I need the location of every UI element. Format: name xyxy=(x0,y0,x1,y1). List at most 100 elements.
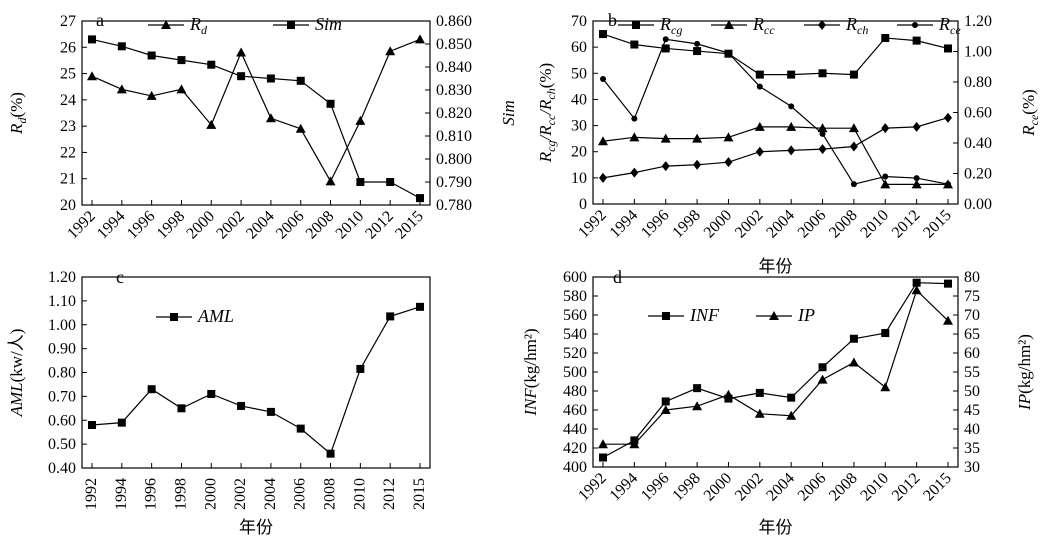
data-point xyxy=(849,141,858,152)
plot-frame xyxy=(592,276,959,468)
legend-label: AML xyxy=(197,306,234,326)
plot-frame xyxy=(592,20,959,205)
data-point xyxy=(207,389,216,398)
y-tick-label: 1.20 xyxy=(48,269,76,286)
data-point xyxy=(661,397,670,406)
x-tick-label: 1994 xyxy=(113,478,130,510)
data-point xyxy=(787,393,796,402)
y-tick-label: 0.60 xyxy=(48,412,76,429)
data-point xyxy=(756,83,763,90)
x-axis-label: 年份 xyxy=(759,257,793,276)
data-point xyxy=(87,71,97,81)
y2-axis-label-unit: (kg/hm²) xyxy=(1015,334,1034,394)
data-point xyxy=(325,176,336,186)
y2-axis-label-sub: ce xyxy=(1027,114,1041,125)
data-point xyxy=(598,136,608,146)
y-axis-label-unit: (%) xyxy=(7,92,26,117)
legend-marker xyxy=(769,311,779,320)
panel-letter: b xyxy=(608,10,617,30)
data-point xyxy=(600,75,606,82)
x-tick-label: 2012 xyxy=(362,208,397,243)
y-tick-label: 0.80 xyxy=(48,365,76,382)
y2-tick-label: 0.40 xyxy=(964,135,992,152)
data-point xyxy=(147,385,156,394)
chart-panel-c: 0.40 0.50 0.60 0.70 0.80 0.90 1.00 1.10 1.20 1992… xyxy=(7,267,431,537)
legend-label: INF xyxy=(689,305,720,325)
x-tick-label: 1998 xyxy=(172,478,189,510)
data-point xyxy=(880,382,891,392)
legend-name: R xyxy=(938,14,950,34)
data-point xyxy=(787,145,796,156)
y-tick-label: 25 xyxy=(60,66,76,83)
x-tick-label: 2008 xyxy=(826,207,861,242)
data-point xyxy=(295,123,306,133)
data-point xyxy=(296,76,305,85)
x-tick-label: 2000 xyxy=(183,208,218,243)
y-tick-label: 600 xyxy=(563,269,587,286)
data-point xyxy=(850,181,857,188)
data-point xyxy=(356,178,365,186)
legend-sub: cc xyxy=(764,23,775,37)
x-tick-label: 2015 xyxy=(392,208,427,243)
data-point xyxy=(598,439,608,449)
chart-panel-b: 0 10 20 30 40 50 60 70 0.00 0.20 0.40 0.60 0.80 1.00 1… xyxy=(536,10,1041,276)
y-axis-label-sub: d xyxy=(15,117,29,124)
data-point xyxy=(787,70,796,79)
y-tick-label: 21 xyxy=(60,171,76,188)
legend-marker xyxy=(912,22,918,28)
data-point xyxy=(818,363,827,372)
panel-letter: a xyxy=(96,10,104,30)
legend-entry: Rcg xyxy=(618,14,682,37)
y-tick-label: 1.00 xyxy=(48,317,76,334)
data-point xyxy=(724,157,733,168)
data-point xyxy=(693,384,702,393)
series-line xyxy=(602,126,948,185)
data-point xyxy=(296,424,305,433)
data-point xyxy=(693,47,702,56)
y-tick-label: 30 xyxy=(571,118,587,135)
x-tick-label: 2004 xyxy=(243,208,278,243)
y-tick-label: 400 xyxy=(563,459,587,476)
data-point xyxy=(88,35,96,44)
data-point xyxy=(880,179,891,189)
data-point xyxy=(177,56,186,65)
y2-tick-label: 30 xyxy=(964,459,980,476)
x-tick-label: 2015 xyxy=(920,470,955,505)
data-point xyxy=(819,130,826,137)
data-point xyxy=(416,194,424,203)
legend-name: R xyxy=(845,14,857,34)
x-tick-label: 2008 xyxy=(826,470,861,505)
chart-panel-a: 20 21 22 23 24 25 26 27 0.780 0.790 0.800 0.810 0.82… xyxy=(7,10,518,242)
legend-name: Sim xyxy=(315,14,342,34)
x-tick-label: 2010 xyxy=(351,478,368,510)
data-point xyxy=(599,30,607,39)
legend-label: Rch xyxy=(845,14,868,37)
data-point xyxy=(881,329,890,338)
x-tick-label: 2002 xyxy=(732,207,767,242)
y-tick-label: 1.10 xyxy=(48,293,76,310)
y-tick-label: 520 xyxy=(563,345,587,362)
x-tick-label: 2000 xyxy=(202,478,219,510)
data-point xyxy=(754,121,765,131)
data-point xyxy=(629,439,640,449)
data-point xyxy=(236,47,247,57)
x-tick-label: 2004 xyxy=(763,207,798,242)
x-tick-label: 1996 xyxy=(638,207,673,242)
y-tick-label: 24 xyxy=(60,92,76,109)
x-tick-label: 2010 xyxy=(857,470,892,505)
y-tick-label: 0 xyxy=(579,196,587,213)
legend-label: Rd xyxy=(189,14,208,37)
x-tick-label: 2010 xyxy=(333,208,368,243)
data-point xyxy=(911,179,922,189)
data-point xyxy=(881,33,890,42)
y2-tick-label: 50 xyxy=(964,383,980,400)
x-tick-label: 2006 xyxy=(292,478,309,510)
y-axis-label-part: /R xyxy=(536,99,555,116)
x-tick-label: 1994 xyxy=(94,208,129,243)
x-tick-label: 1998 xyxy=(154,208,189,243)
data-point xyxy=(692,133,703,143)
series-line xyxy=(602,38,949,185)
data-point xyxy=(911,285,922,295)
x-tick-label: 2012 xyxy=(381,478,398,510)
data-point xyxy=(723,132,734,142)
